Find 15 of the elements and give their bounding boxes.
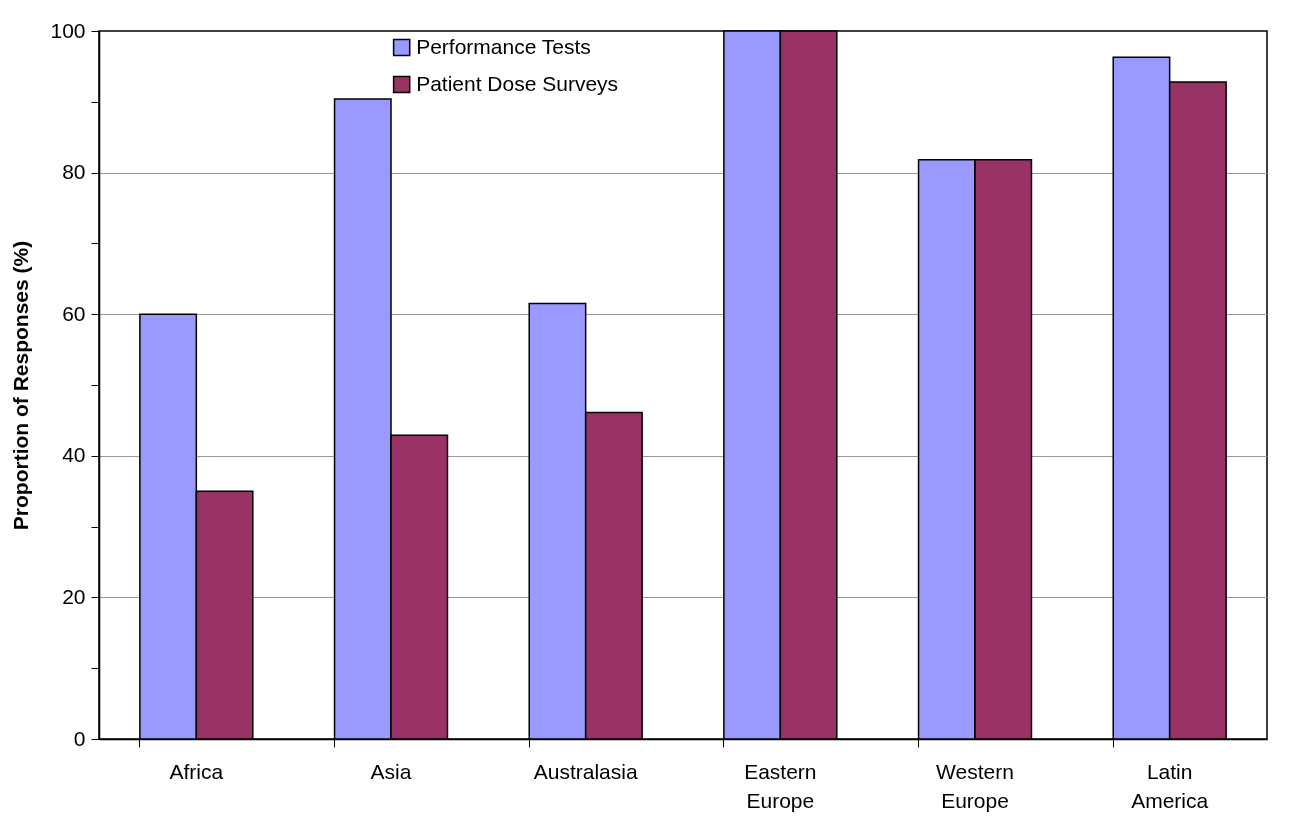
legend-label: Patient Dose Surveys: [416, 71, 619, 95]
y-tick-label: 60: [62, 301, 86, 325]
y-tick-label: 100: [50, 18, 86, 42]
y-axis-title: Proportion of Responses (%): [9, 240, 33, 531]
y-tick-label: 80: [62, 160, 86, 184]
y-tick-label: 40: [62, 443, 86, 467]
y-tick-label: 0: [73, 726, 86, 750]
x-tick-label: Eastern Europe: [744, 759, 817, 812]
x-tick-label: Western Europe: [936, 759, 1014, 812]
x-tick-label: Latin America: [1131, 759, 1209, 812]
x-tick-label: Asia: [370, 759, 412, 783]
x-tick-label: Africa: [169, 759, 224, 783]
y-tick-label: 20: [62, 584, 86, 608]
legend-label: Performance Tests: [416, 34, 591, 58]
x-tick-label: Australasia: [533, 759, 638, 783]
